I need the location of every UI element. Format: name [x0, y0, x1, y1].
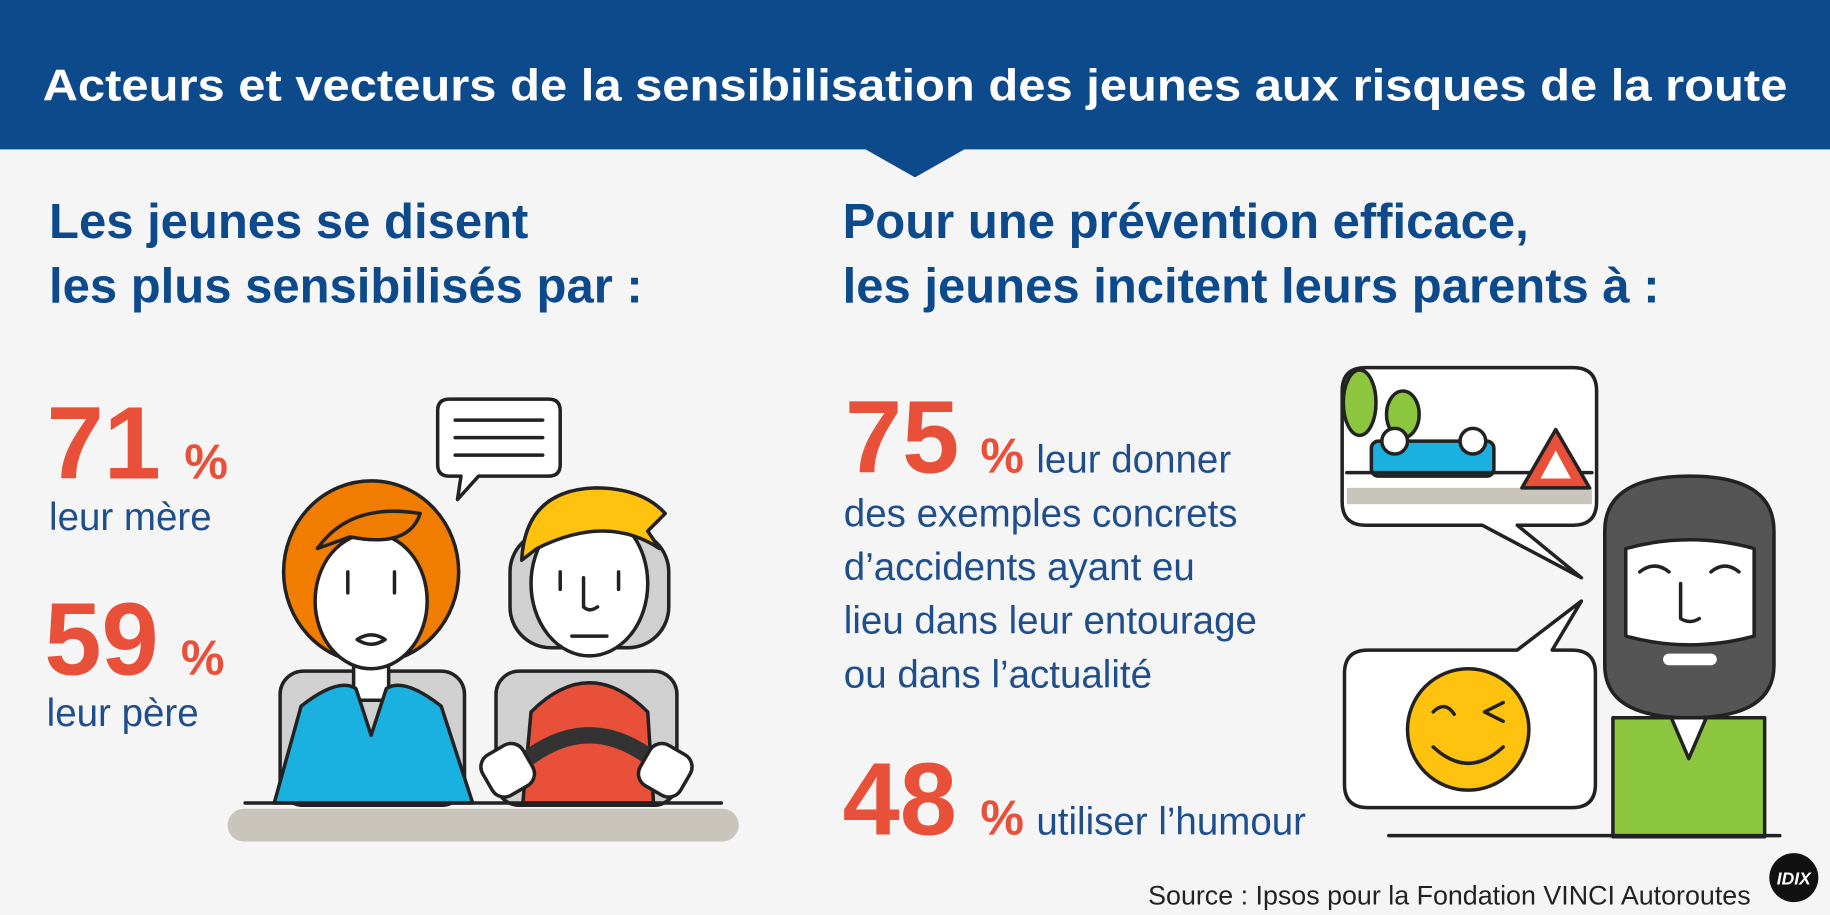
- speech-bubble: [435, 397, 562, 502]
- stat-label: des exemples concrets: [844, 492, 1238, 535]
- father-part: [581, 575, 600, 612]
- bearded-man-part: [1663, 653, 1717, 666]
- bearded-man-part: [1678, 581, 1702, 624]
- stat-value: 48: [843, 741, 957, 856]
- logo-text: IDIX: [1777, 869, 1812, 889]
- right-heading: Pour une prévention efficace,: [843, 195, 1529, 249]
- stat-label: lieu dans leur entourage: [844, 600, 1257, 643]
- father-part: [519, 486, 667, 562]
- accident-bubble-part: [1458, 426, 1488, 456]
- left-heading: les plus sensibilisés par :: [49, 259, 643, 313]
- accident-bubble-part: [1341, 368, 1378, 438]
- header-banner-part: [0, 0, 1830, 150]
- stat-unit: %: [980, 430, 1024, 484]
- smiley-bubble-part: [1431, 745, 1505, 766]
- stat-label: utiliser l’humour: [1036, 800, 1306, 843]
- bearded-man-part: [1624, 538, 1756, 647]
- speech-bubble-part: [435, 397, 562, 502]
- source: Source : Ipsos pour la Fondation VINCI A…: [1148, 880, 1750, 910]
- stat-label: ou dans l’actualité: [844, 653, 1152, 696]
- stat-label: leur père: [47, 692, 199, 735]
- smiley-bubble-part: [1431, 704, 1456, 717]
- header-banner: [0, 0, 1830, 178]
- stat-value: 59: [44, 582, 158, 697]
- title: Acteurs et vecteurs de la sensibilisatio…: [43, 61, 1788, 110]
- accident-bubble: [1340, 365, 1599, 580]
- accident-bubble-part: [1346, 487, 1592, 505]
- mother-part: [313, 531, 429, 671]
- illustration-advice: [1340, 365, 1782, 839]
- mother: [272, 479, 475, 808]
- stat-unit: %: [980, 791, 1024, 845]
- smiley-bubble-part: [1482, 700, 1505, 724]
- bearded-man: [1603, 474, 1776, 839]
- illustration-parents: [227, 397, 739, 842]
- left-heading: Les jeunes se disent: [49, 195, 528, 249]
- smiley-bubble: [1342, 599, 1598, 810]
- smiley-bubble-part: [1405, 666, 1531, 792]
- father: [479, 486, 694, 808]
- stat-label: d’accidents ayant eu: [844, 546, 1195, 589]
- stat-value: 75: [845, 380, 959, 495]
- accident-bubble-part: [1380, 426, 1410, 456]
- stat-unit: %: [184, 436, 228, 490]
- illustration-parents-part: [227, 808, 739, 842]
- stat-value: 71: [47, 386, 161, 501]
- accident-bubble-part: [1540, 450, 1571, 479]
- mother-part: [272, 683, 475, 805]
- bearded-man-part: [1638, 564, 1671, 574]
- father-part: [636, 741, 694, 799]
- stat-unit: %: [181, 632, 225, 686]
- stat-label: leur donner: [1036, 439, 1231, 482]
- bearded-man-part: [1709, 564, 1741, 574]
- header-banner-part: [863, 148, 967, 178]
- logo: IDIX: [1769, 853, 1819, 903]
- logo-part: [1769, 853, 1819, 903]
- right-heading: les jeunes incitent leurs parents à :: [843, 259, 1660, 313]
- mother-part: [315, 509, 422, 551]
- stat-label: leur mère: [49, 496, 212, 539]
- father-part: [479, 741, 537, 799]
- mother-part: [355, 633, 387, 646]
